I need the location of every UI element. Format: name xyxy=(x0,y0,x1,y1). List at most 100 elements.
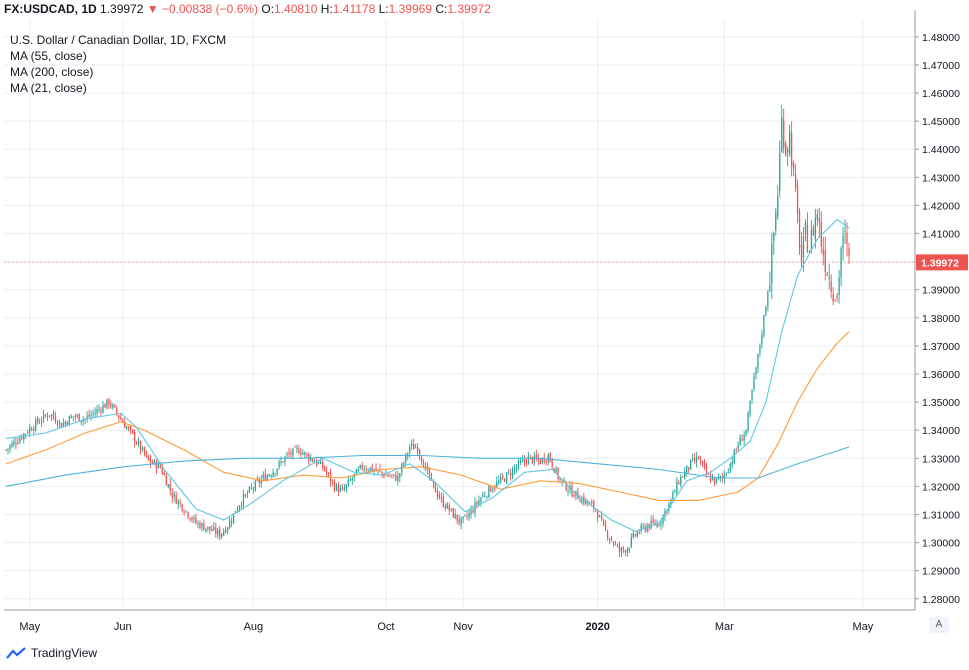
candle-body xyxy=(513,467,516,471)
candle-body xyxy=(436,491,439,497)
candle-body xyxy=(112,404,114,408)
candle-body xyxy=(92,412,94,414)
ma55-line xyxy=(5,331,850,501)
candle-body xyxy=(181,504,183,511)
candle-body xyxy=(818,218,820,223)
candle-body xyxy=(215,527,217,535)
candle-body xyxy=(634,534,636,536)
candle-body xyxy=(185,510,187,512)
candle-body xyxy=(484,495,486,497)
candle-body xyxy=(759,345,761,354)
symbol-header: FX:USDCAD, 1D 1.39972 ▼ −0.00838 (−0.6%)… xyxy=(4,2,491,16)
candle-body xyxy=(646,525,648,532)
candle-body xyxy=(29,427,31,434)
candle-body xyxy=(628,547,630,551)
candle-body xyxy=(278,461,280,468)
candle-body xyxy=(549,453,551,462)
candle-body xyxy=(163,473,165,476)
candle-body xyxy=(272,472,274,477)
candle-body xyxy=(167,484,169,487)
candle-body xyxy=(319,461,322,464)
candle-body xyxy=(238,505,241,510)
candle-body xyxy=(755,367,757,375)
candle-body xyxy=(203,523,205,531)
candle-body xyxy=(58,421,61,424)
candle-body xyxy=(33,429,35,431)
candle-body xyxy=(846,233,848,244)
candle-body xyxy=(145,453,148,456)
x-tick-label: Aug xyxy=(244,621,264,633)
candle-body xyxy=(207,526,209,530)
candle-body xyxy=(197,522,199,524)
candle-body xyxy=(670,499,672,505)
candle-body xyxy=(608,538,611,540)
candle-body xyxy=(373,469,375,471)
x-tick-label: May xyxy=(852,621,873,633)
candle-body xyxy=(68,416,70,426)
candle-body xyxy=(751,390,753,400)
candle-body xyxy=(684,471,686,478)
candle-body xyxy=(40,421,43,422)
candle-body xyxy=(407,453,409,456)
candle-body xyxy=(385,475,387,476)
candle-body xyxy=(494,487,496,489)
candle-body xyxy=(234,511,237,513)
candle-body xyxy=(422,462,425,469)
candle-body xyxy=(779,153,781,192)
candle-body xyxy=(80,420,82,423)
candle-body xyxy=(589,502,591,504)
last-price-tag xyxy=(916,254,968,271)
candle-body xyxy=(270,475,272,477)
candle-body xyxy=(102,404,104,413)
price-change: ▼ −0.00838 (−0.6%) xyxy=(146,2,259,16)
candle-body xyxy=(438,494,441,499)
legend-item-ma200[interactable]: MA (200, close) xyxy=(10,65,94,79)
candle-body xyxy=(814,218,817,240)
candle-body xyxy=(70,416,72,418)
candle-body xyxy=(468,513,470,518)
candle-body xyxy=(743,434,745,441)
candle-body xyxy=(201,523,203,528)
candle-body xyxy=(100,409,102,412)
candle-body xyxy=(446,503,448,509)
candle-body xyxy=(48,415,51,417)
candle-body xyxy=(339,488,342,492)
candle-body xyxy=(800,244,803,262)
candle-body xyxy=(848,248,850,256)
candle-body xyxy=(306,453,308,455)
candle-body xyxy=(300,452,302,455)
candle-body xyxy=(120,417,122,420)
candle-body xyxy=(135,442,138,445)
legend-item-ma55[interactable]: MA (55, close) xyxy=(10,49,87,63)
candle-body xyxy=(226,528,229,531)
candle-body xyxy=(699,458,702,461)
candle-body xyxy=(787,149,789,153)
auto-scale-button[interactable]: A xyxy=(929,617,949,633)
candle-body xyxy=(161,466,163,474)
candle-body xyxy=(244,494,247,497)
candle-body xyxy=(187,512,189,518)
candle-body xyxy=(298,449,300,454)
candle-body xyxy=(834,299,836,301)
candle-body xyxy=(695,456,698,463)
candle-body xyxy=(141,447,144,451)
candle-body xyxy=(175,494,177,504)
candle-body xyxy=(703,462,706,468)
close-value: 1.39972 xyxy=(447,2,491,16)
candle-body xyxy=(19,438,21,443)
candle-body xyxy=(411,443,413,446)
candle-body xyxy=(502,475,504,478)
y-tick-label: 1.45000 xyxy=(922,116,960,128)
candle-body xyxy=(104,404,106,408)
candle-body xyxy=(381,471,383,474)
candle-body xyxy=(454,513,456,519)
candle-body xyxy=(650,520,652,529)
candle-body xyxy=(781,117,783,152)
candle-body xyxy=(701,461,704,464)
candle-body xyxy=(775,212,777,231)
candle-body xyxy=(260,479,262,484)
candle-body xyxy=(697,457,700,460)
legend-item-ma21[interactable]: MA (21, close) xyxy=(10,81,87,95)
